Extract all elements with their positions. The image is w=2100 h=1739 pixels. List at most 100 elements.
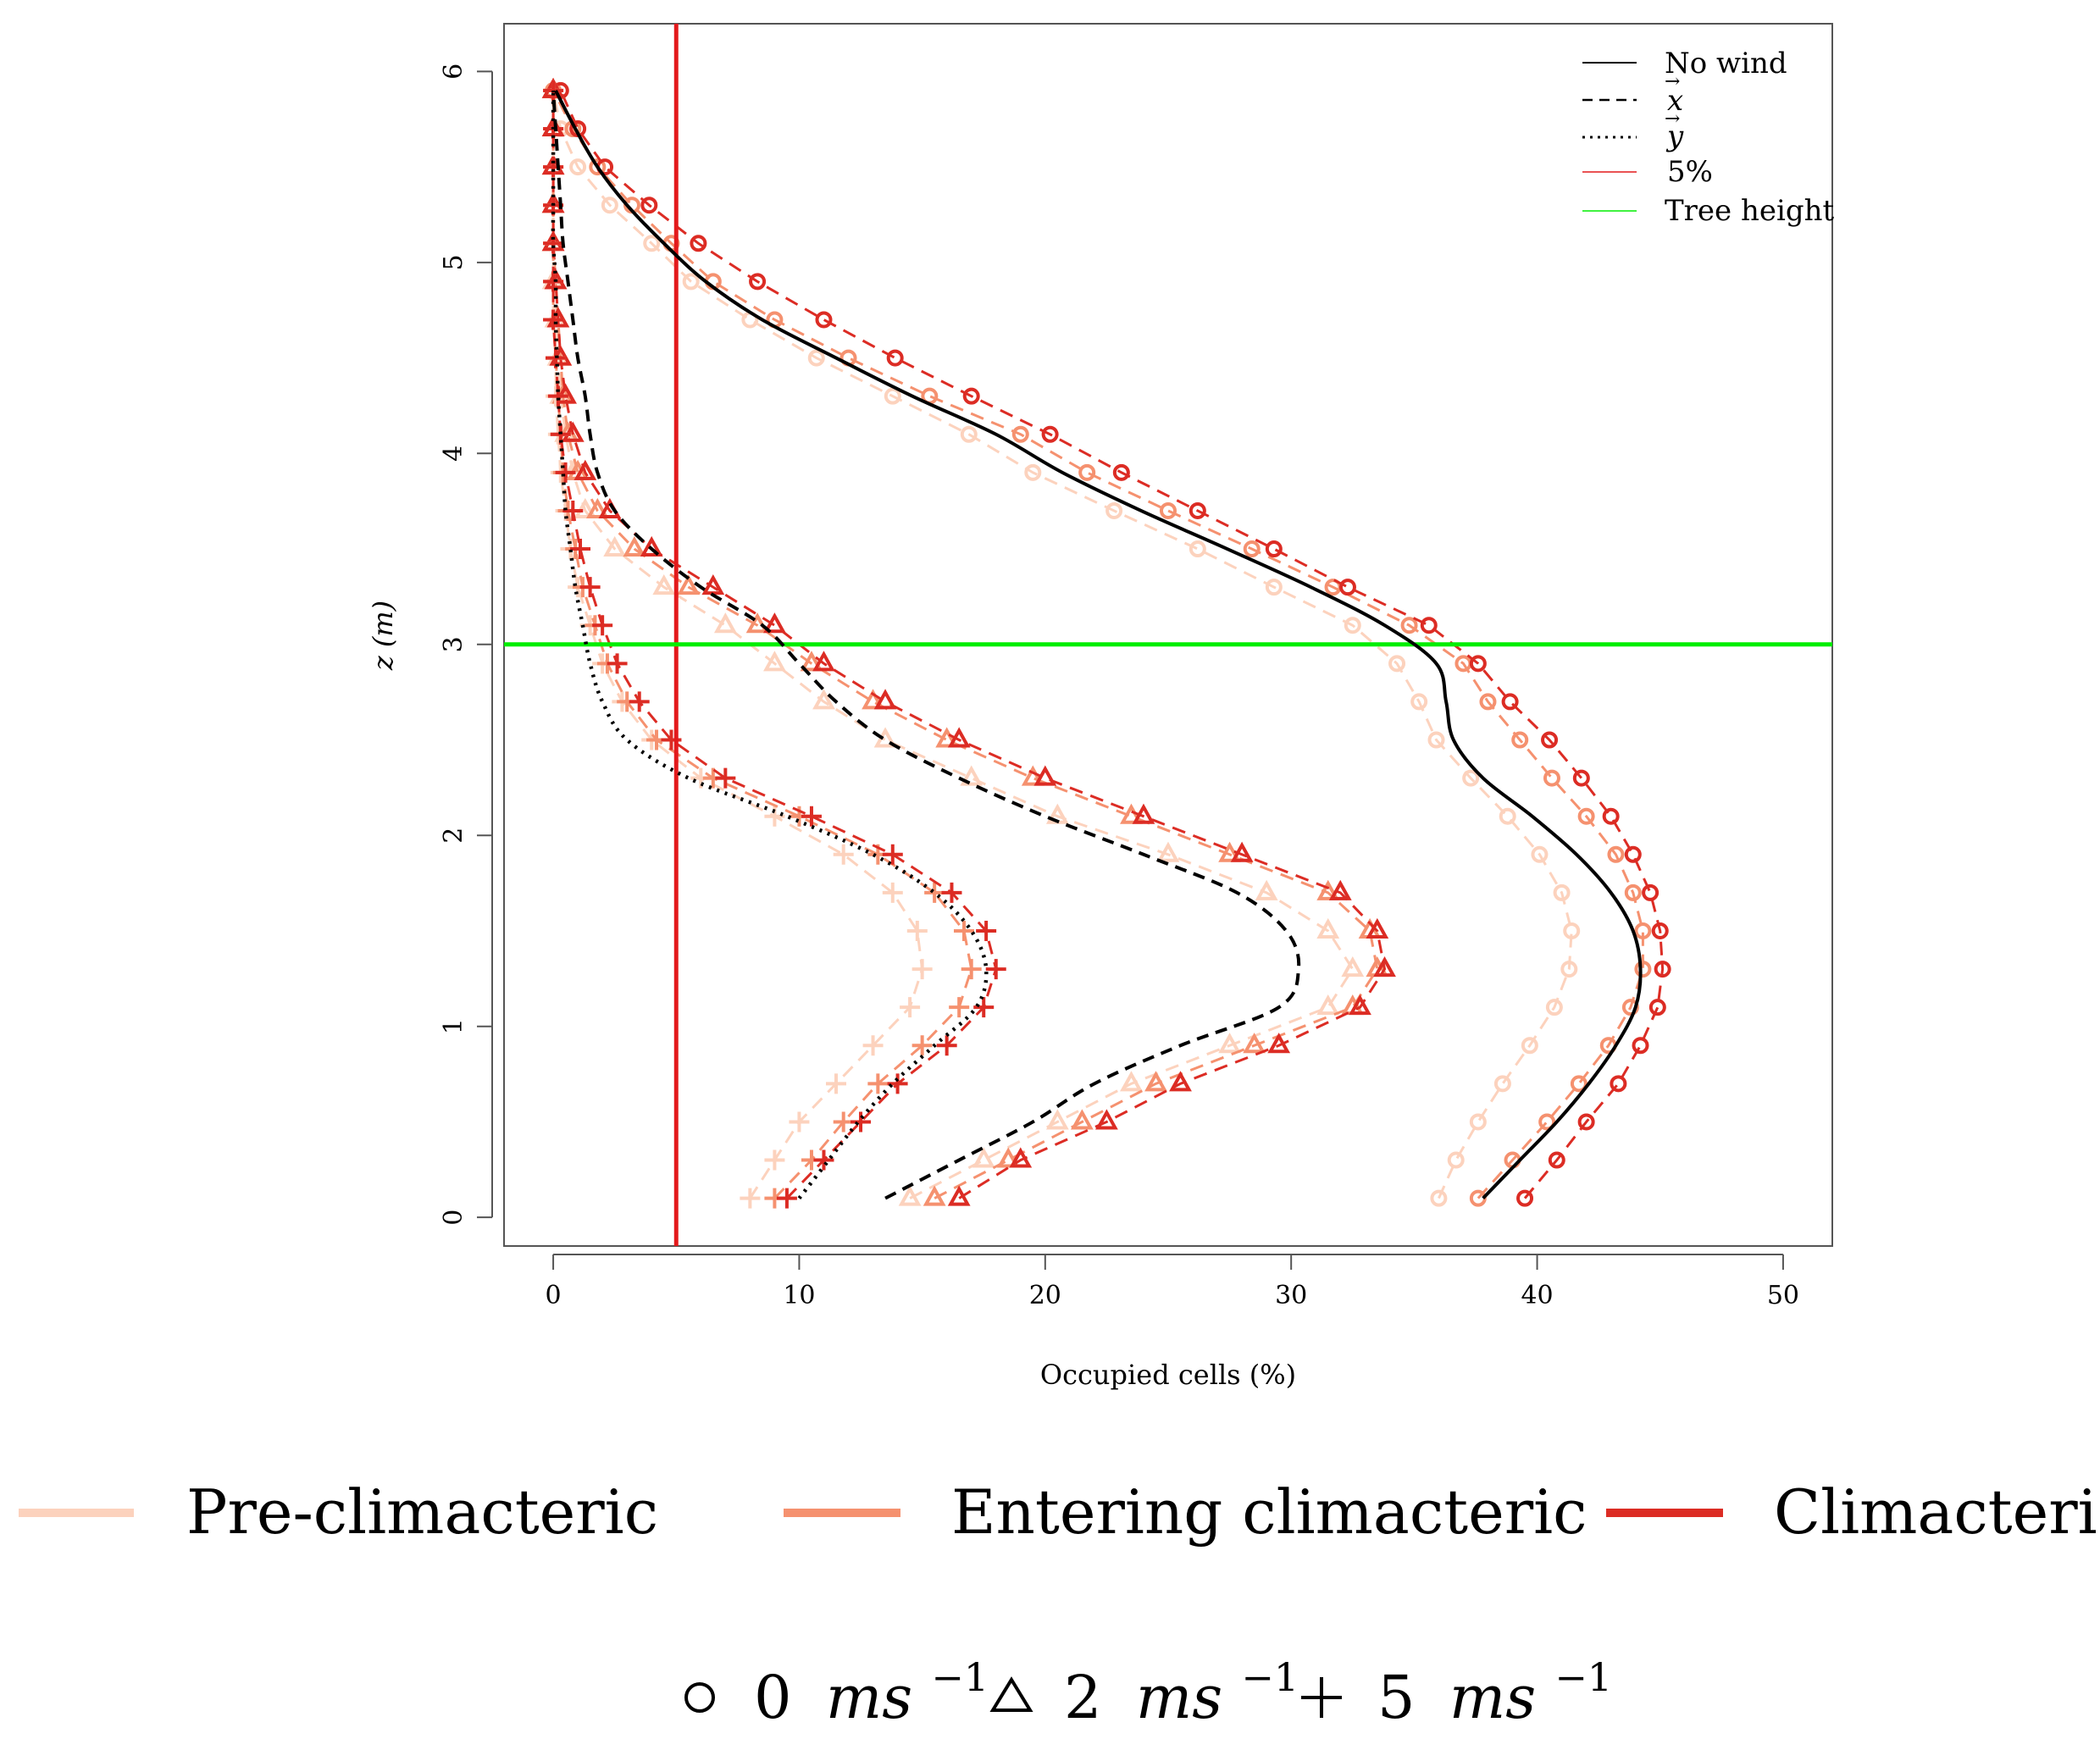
data-point xyxy=(807,349,825,367)
data-point xyxy=(972,1147,995,1168)
data-point xyxy=(589,158,607,176)
data-point xyxy=(833,844,854,865)
data-point xyxy=(1541,731,1559,749)
data-point xyxy=(1545,999,1563,1016)
data-point xyxy=(949,997,970,1018)
data-point xyxy=(813,1149,834,1171)
data-point xyxy=(1577,1113,1595,1131)
data-point xyxy=(953,920,974,941)
legend-label-5pct: 5% xyxy=(1667,155,1713,189)
data-point xyxy=(555,462,576,483)
data-point xyxy=(592,615,613,636)
data-point xyxy=(1469,1113,1487,1131)
data-point xyxy=(1144,1071,1167,1092)
data-point xyxy=(603,535,627,557)
y-tick-label: 2 xyxy=(439,828,468,844)
data-point xyxy=(1538,1113,1556,1131)
data-point xyxy=(1033,765,1057,786)
data-point xyxy=(715,767,736,789)
data-point xyxy=(1160,501,1177,519)
data-point xyxy=(607,653,628,674)
data-point xyxy=(1045,1109,1069,1130)
data-point xyxy=(1218,1033,1241,1054)
data-point xyxy=(960,765,984,786)
data-point xyxy=(996,1147,1020,1168)
data-point xyxy=(1265,579,1283,596)
data-point xyxy=(1009,1147,1033,1168)
data-point xyxy=(833,1111,854,1133)
y-axis-title: z (m) xyxy=(367,601,399,671)
data-point xyxy=(882,882,903,903)
x-tick-label: 40 xyxy=(1521,1281,1553,1310)
data-point xyxy=(1531,845,1549,863)
x-tick-label: 0 xyxy=(546,1281,562,1310)
speed-unit-5: ms xyxy=(1449,1663,1536,1732)
data-point xyxy=(1265,540,1283,558)
data-point xyxy=(763,651,786,672)
data-point xyxy=(1634,961,1652,978)
data-point xyxy=(1410,693,1428,711)
x-axis: 0 10 20 30 40 50 xyxy=(546,1254,1799,1310)
data-point xyxy=(1120,1071,1143,1092)
data-point xyxy=(1648,999,1666,1016)
data-point xyxy=(884,387,901,405)
data-point xyxy=(936,1035,957,1056)
data-point xyxy=(764,1149,785,1171)
data-point xyxy=(763,612,786,634)
data-point xyxy=(1388,655,1406,673)
data-point xyxy=(911,1035,933,1056)
data-point xyxy=(1430,1189,1448,1207)
data-point xyxy=(867,1073,889,1094)
legend-vector-arrow-y: → xyxy=(1665,108,1680,130)
y-tick-label: 4 xyxy=(439,446,468,462)
data-point xyxy=(543,309,564,330)
data-point xyxy=(1624,845,1642,863)
data-point xyxy=(873,689,897,710)
data-point xyxy=(911,959,933,980)
group-label-pre-climacteric: Pre-climacteric xyxy=(186,1476,658,1548)
y-tick-label: 6 xyxy=(439,64,468,80)
data-point xyxy=(1553,883,1571,901)
data-point xyxy=(800,651,823,672)
data-point xyxy=(947,1185,971,1206)
data-point xyxy=(1427,731,1445,749)
data-point xyxy=(570,539,591,560)
data-point xyxy=(898,1185,922,1206)
data-point xyxy=(935,727,959,748)
data-point xyxy=(1366,917,1389,939)
data-point xyxy=(1070,1109,1094,1130)
data-point xyxy=(1493,1075,1511,1093)
data-point xyxy=(826,1073,846,1094)
data-point xyxy=(579,577,601,598)
data-point xyxy=(543,157,564,178)
data-point xyxy=(640,535,663,557)
data-point xyxy=(1095,1109,1118,1130)
data-point xyxy=(1563,922,1581,939)
data-point xyxy=(851,1111,872,1133)
speed-symbol-triangle xyxy=(989,1676,1033,1712)
data-point xyxy=(701,574,725,595)
data-point xyxy=(1560,961,1578,978)
data-point xyxy=(682,273,700,291)
data-point xyxy=(961,959,982,980)
x-tick-label: 30 xyxy=(1275,1281,1307,1310)
series-line xyxy=(551,90,1573,1199)
data-point xyxy=(569,158,587,176)
data-point xyxy=(1230,841,1254,862)
speed-exp-0: −1 xyxy=(931,1654,989,1700)
data-point xyxy=(960,425,978,443)
speed-value-0: 0 xyxy=(754,1663,792,1732)
data-point xyxy=(1120,803,1143,824)
data-point xyxy=(1316,994,1340,1016)
data-point xyxy=(690,235,707,252)
data-point xyxy=(1632,1037,1649,1055)
data-point xyxy=(1189,540,1206,558)
data-point xyxy=(1316,879,1340,900)
data-point xyxy=(640,197,658,214)
data-point xyxy=(677,574,701,595)
data-point xyxy=(1011,425,1029,443)
data-point xyxy=(1112,463,1130,481)
reference-lines xyxy=(504,24,1832,1246)
data-point xyxy=(1654,961,1671,978)
